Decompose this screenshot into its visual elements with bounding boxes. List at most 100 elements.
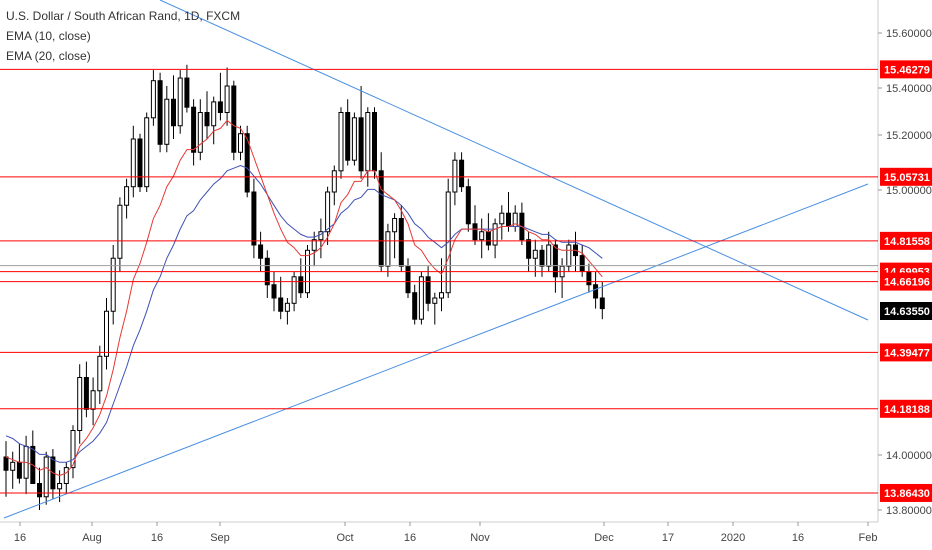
x-tick-label: Aug xyxy=(82,532,102,544)
candle-body xyxy=(432,297,438,304)
candle-body xyxy=(3,456,9,471)
candle-body xyxy=(117,204,123,259)
candle-body xyxy=(258,244,264,259)
x-tick-label: Nov xyxy=(470,532,490,544)
candle-body xyxy=(345,112,351,161)
candle-body xyxy=(57,483,63,490)
candle-body xyxy=(130,138,136,188)
last-price-bg xyxy=(880,302,932,320)
candle-body xyxy=(137,138,143,188)
candle-body xyxy=(539,249,545,267)
candle-body xyxy=(479,231,485,241)
chart-legend: U.S. Dollar / South African Rand, 1D, FX… xyxy=(6,6,240,66)
level-label-bg xyxy=(880,60,932,79)
x-tick-label: 16 xyxy=(404,532,416,544)
candle-body xyxy=(284,302,290,312)
candle-body xyxy=(63,467,69,485)
candle-body xyxy=(83,377,89,410)
level-label-bg xyxy=(880,343,932,362)
candle-body xyxy=(191,106,197,153)
x-tick-label: Dec xyxy=(594,532,614,544)
candle-body xyxy=(278,297,284,312)
candle-body xyxy=(325,191,331,233)
candle-body xyxy=(177,77,183,127)
candle-body xyxy=(16,461,22,479)
candle-body xyxy=(593,284,599,299)
candle-body xyxy=(418,276,424,320)
candle-body xyxy=(499,212,505,225)
descending-trendline xyxy=(159,0,869,321)
candle-body xyxy=(90,390,96,410)
level-label: 15.46279 xyxy=(884,64,930,76)
level-label-bg xyxy=(880,272,932,291)
level-label: 14.66196 xyxy=(884,277,930,289)
candle-body xyxy=(110,257,116,312)
candle-body xyxy=(298,276,304,294)
ema10-line xyxy=(5,119,603,477)
candle-body xyxy=(506,212,511,227)
legend-ema10[interactable]: EMA (10, close) xyxy=(6,29,91,43)
x-tick-label: 16 xyxy=(792,532,804,544)
candle-body xyxy=(392,218,398,233)
candle-body xyxy=(97,355,103,392)
chart-title: U.S. Dollar / South African Rand, 1D, FX… xyxy=(6,9,241,23)
candle-body xyxy=(338,112,344,172)
level-label-bg xyxy=(880,483,932,502)
candle-body xyxy=(365,112,371,172)
y-tick-label: 15.00000 xyxy=(886,185,932,197)
candle-body xyxy=(439,292,444,299)
candle-body xyxy=(546,244,552,267)
candle-body xyxy=(425,276,431,304)
candle-body xyxy=(77,377,83,431)
y-tick-label: 13.80000 xyxy=(886,505,932,517)
candle-body xyxy=(372,112,377,172)
candle-body xyxy=(459,159,465,188)
candle-body xyxy=(204,112,210,127)
candle-body xyxy=(164,98,170,145)
level-label: 14.81558 xyxy=(884,236,930,248)
level-label-bg xyxy=(880,167,932,186)
candle-body xyxy=(579,255,585,273)
candle-body xyxy=(171,98,176,127)
x-tick-label: Sep xyxy=(210,532,230,544)
candle-body xyxy=(150,80,156,119)
candle-body xyxy=(452,159,458,193)
level-label-bg xyxy=(880,399,932,418)
y-tick-label: 15.20000 xyxy=(886,130,932,142)
candle-body xyxy=(331,170,337,193)
ascending-trendline xyxy=(3,183,869,519)
candle-body xyxy=(231,85,237,153)
legend-ema20[interactable]: EMA (20, close) xyxy=(6,49,91,63)
candle-body xyxy=(405,265,411,294)
level-label: 13.86430 xyxy=(884,488,930,500)
candle-body xyxy=(251,191,257,246)
candle-body xyxy=(157,80,163,145)
candle-body xyxy=(217,101,223,114)
candle-body xyxy=(412,292,418,320)
candle-body xyxy=(184,77,190,108)
x-tick-label: Feb xyxy=(859,532,878,544)
candle-body xyxy=(37,483,42,498)
candle-body xyxy=(311,239,317,251)
candle-body xyxy=(124,186,130,206)
level-label: 14.18188 xyxy=(884,404,930,416)
level-label: 15.05731 xyxy=(884,172,930,184)
last-price-label: 14.63550 xyxy=(884,306,930,318)
candle-body xyxy=(104,310,109,357)
candle-body xyxy=(472,223,478,241)
candle-body xyxy=(197,112,203,153)
candle-body xyxy=(385,231,391,267)
x-tick-label: 17 xyxy=(662,532,674,544)
candle-body xyxy=(43,456,49,498)
candle-body xyxy=(271,284,277,299)
level-label: 14.39477 xyxy=(884,347,930,359)
candle-body xyxy=(526,239,532,259)
x-tick-label: 2020 xyxy=(721,532,745,544)
y-tick-label: 14.00000 xyxy=(886,450,932,462)
candle-body xyxy=(291,276,297,304)
candle-body xyxy=(10,461,16,471)
candle-body xyxy=(465,186,471,225)
candle-body xyxy=(398,218,404,267)
